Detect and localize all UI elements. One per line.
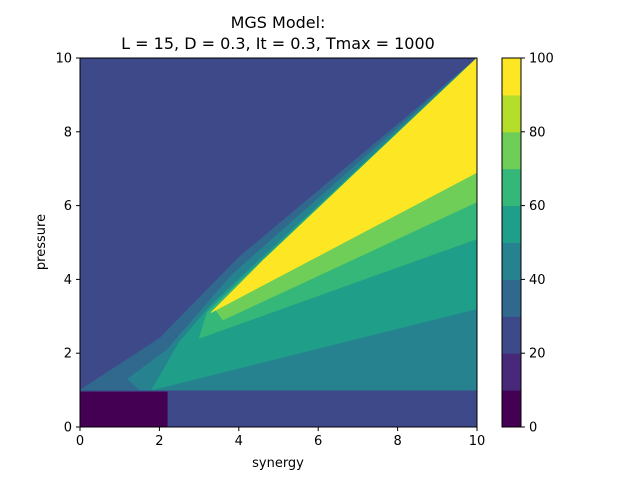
colorbar [501,57,522,428]
y-tick-label: 2 [64,347,72,362]
colorbar-band [502,94,521,133]
colorbar-tick-label: 100 [529,52,554,67]
chart-title-line-2: L = 15, D = 0.3, It = 0.3, Tmax = 1000 [121,34,435,53]
x-tick-label: 4 [235,434,243,449]
colorbar-tick-label: 60 [529,199,546,214]
y-axis: 0 2 4 6 8 10 [55,52,80,436]
y-tick-label: 6 [64,199,72,214]
chart-title: MGS Model: L = 15, D = 0.3, It = 0.3, Tm… [121,13,435,53]
colorbar-band [502,58,521,96]
colorbar-tick-label: 20 [529,347,546,362]
colorbar-band [502,242,521,280]
plot-area [80,58,477,427]
plot-frame [79,57,478,428]
colorbar-band [502,131,521,170]
colorbar-band [502,205,521,243]
chart-title-line-1: MGS Model: [231,13,326,32]
y-axis-label: pressure [34,214,49,270]
x-tick-label: 10 [469,434,486,449]
x-tick-label: 6 [314,434,322,449]
y-tick-label: 8 [64,125,72,140]
colorbar-tick-label: 40 [529,273,546,288]
colorbar-frame [501,57,522,428]
contour-region-wedge-95-tip [262,58,477,262]
colorbar-tick-label: 80 [529,125,546,140]
y-tick-label: 4 [64,273,72,288]
contour-region-wedge-95 [210,63,477,313]
x-tick-label: 2 [155,434,163,449]
contour-region-low-pressure-corner [80,391,168,427]
colorbar-band [502,390,521,428]
colorbar-band [502,279,521,317]
y-tick-label: 10 [55,52,72,67]
colorbar-band [502,316,521,354]
x-tick-label: 0 [76,434,84,449]
colorbar-tick-label: 0 [529,421,537,436]
x-axis-label: synergy [252,456,304,471]
y-tick-label: 0 [64,421,72,436]
colorbar-band [502,353,521,391]
x-tick-label: 8 [393,434,401,449]
colorbar-axis: 0 20 40 60 80 100 [521,52,554,436]
x-axis: 0 2 4 6 8 10 [76,427,485,449]
colorbar-band [502,168,521,207]
